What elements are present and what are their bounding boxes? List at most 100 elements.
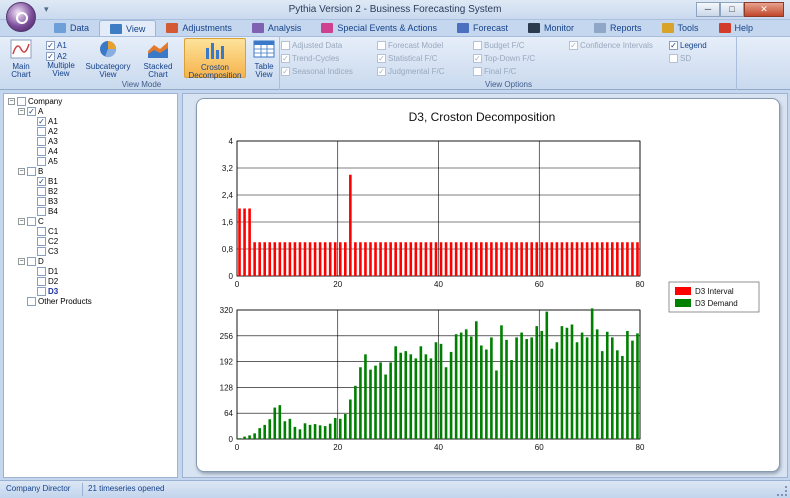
tab-data[interactable]: Data [44, 20, 99, 36]
tree-item-other-products[interactable]: Other Products [18, 296, 92, 306]
tab-view[interactable]: View [99, 20, 157, 36]
tree-item-a5[interactable]: A5 [28, 156, 58, 166]
collapse-icon[interactable]: − [18, 257, 25, 265]
tree-checkbox[interactable]: ✓ [37, 116, 46, 126]
multiple-view-check-a1[interactable]: ✓ A1 [46, 40, 67, 51]
checkbox-adjusted-data[interactable] [281, 41, 290, 50]
multiple-view-checkbox-a1[interactable]: ✓ [46, 41, 55, 50]
tree-checkbox[interactable] [37, 156, 46, 166]
option-statistical-f-c[interactable]: ✓ Statistical F/C [377, 53, 437, 64]
resize-grip-icon[interactable] [777, 486, 787, 496]
maximize-button[interactable]: □ [720, 2, 744, 17]
tab-help[interactable]: Help [709, 20, 764, 36]
option-final-f-c[interactable]: Final F/C [473, 66, 516, 77]
collapse-icon[interactable]: − [18, 167, 25, 175]
tree-checkbox[interactable] [17, 96, 26, 106]
option-adjusted-data[interactable]: Adjusted Data [281, 40, 342, 51]
checkbox-sd[interactable] [669, 54, 678, 63]
tree-item-d1[interactable]: D1 [28, 266, 58, 276]
multiple-view-checkbox-a2[interactable]: ✓ [46, 52, 55, 61]
tree-checkbox[interactable] [37, 206, 46, 216]
tree-checkbox[interactable] [27, 166, 36, 176]
tree-checkbox[interactable] [37, 236, 46, 246]
close-button[interactable]: ✕ [744, 2, 784, 17]
option-judgmental-f-c[interactable]: ✓ Judgmental F/C [377, 66, 444, 77]
tree-checkbox[interactable] [27, 256, 36, 266]
tab-reports[interactable]: Reports [584, 20, 652, 36]
tab-monitor[interactable]: Monitor [518, 20, 584, 36]
checkbox-budget-f-c[interactable] [473, 41, 482, 50]
tree-item-c3[interactable]: C3 [28, 246, 58, 256]
multiple-view-check-a2[interactable]: ✓ A2 [46, 51, 67, 62]
tree-item-company[interactable]: − Company [8, 96, 62, 106]
tree-checkbox[interactable] [37, 146, 46, 156]
tree-checkbox[interactable] [37, 226, 46, 236]
option-top-down-f-c[interactable]: ✓ Top-Down F/C [473, 53, 535, 64]
main-chart-button[interactable]: Main Chart [6, 38, 36, 79]
tree-checkbox[interactable] [27, 296, 36, 306]
tree-checkbox[interactable] [37, 136, 46, 146]
tree-item-a2[interactable]: A2 [28, 126, 58, 136]
multiple-view-button[interactable]: Multiple View [42, 62, 80, 78]
tree-item-d2[interactable]: D2 [28, 276, 58, 286]
tree-item-a4[interactable]: A4 [28, 146, 58, 156]
tree-checkbox[interactable] [27, 216, 36, 226]
tree-item-b3[interactable]: B3 [28, 196, 58, 206]
option-confidence-intervals[interactable]: ✓ Confidence Intervals [569, 40, 653, 51]
option-legend[interactable]: ✓ Legend [669, 40, 707, 51]
option-sd[interactable]: SD [669, 53, 691, 64]
tree-item-c[interactable]: − C [18, 216, 44, 226]
checkbox-statistical-f-c[interactable]: ✓ [377, 54, 386, 63]
option-budget-f-c[interactable]: Budget F/C [473, 40, 524, 51]
minimize-button[interactable]: ─ [696, 2, 720, 17]
tab-tools[interactable]: Tools [652, 20, 709, 36]
panel-splitter[interactable] [178, 93, 181, 478]
option-trend-cycles[interactable]: ✓ Trend-Cycles [281, 53, 339, 64]
subcategory-view-button[interactable]: Subcategory View [84, 38, 132, 79]
tree-item-c1[interactable]: C1 [28, 226, 58, 236]
tree-checkbox[interactable]: ✓ [37, 176, 46, 186]
checkbox-forecast-model[interactable] [377, 41, 386, 50]
checkbox-judgmental-f-c[interactable]: ✓ [377, 67, 386, 76]
tree-item-a3[interactable]: A3 [28, 136, 58, 146]
tree-item-b[interactable]: − B [18, 166, 43, 176]
option-seasonal-indices[interactable]: ✓ Seasonal Indices [281, 66, 353, 77]
quick-access-toolbar[interactable]: ▾ [44, 4, 49, 14]
collapse-icon[interactable]: − [8, 97, 15, 105]
checkbox-confidence-intervals[interactable]: ✓ [569, 41, 578, 50]
tree-item-a1[interactable]: ✓ A1 [28, 116, 58, 126]
stacked-chart-button[interactable]: Stacked Chart [138, 38, 178, 79]
table-view-button[interactable]: Table View [250, 38, 278, 79]
tree-item-d[interactable]: − D [18, 256, 44, 266]
checkbox-trend-cycles[interactable]: ✓ [281, 54, 290, 63]
collapse-icon[interactable]: − [18, 217, 25, 225]
application-menu-button[interactable] [6, 2, 36, 32]
tree-checkbox[interactable] [37, 266, 46, 276]
tree-item-d3[interactable]: D3 [28, 286, 58, 296]
tree-checkbox[interactable] [37, 276, 46, 286]
data-bar [273, 242, 277, 276]
collapse-icon[interactable]: − [18, 107, 25, 115]
tree-checkbox[interactable]: ✓ [27, 106, 36, 116]
croston-decomposition-button[interactable]: Croston Decomposition [184, 38, 246, 80]
checkbox-final-f-c[interactable] [473, 67, 482, 76]
option-forecast-model[interactable]: Forecast Model [377, 40, 443, 51]
tab-analysis[interactable]: Analysis [242, 20, 312, 36]
tree-checkbox[interactable] [37, 196, 46, 206]
checkbox-top-down-f-c[interactable]: ✓ [473, 54, 482, 63]
tree-checkbox[interactable] [37, 126, 46, 136]
tree-label: D2 [48, 276, 59, 286]
tree-checkbox[interactable] [37, 246, 46, 256]
tree-item-b4[interactable]: B4 [28, 206, 58, 216]
checkbox-legend[interactable]: ✓ [669, 41, 678, 50]
tree-item-a[interactable]: − ✓ A [18, 106, 43, 116]
tab-forecast[interactable]: Forecast [447, 20, 518, 36]
tab-adjustments[interactable]: Adjustments [156, 20, 242, 36]
checkbox-seasonal-indices[interactable]: ✓ [281, 67, 290, 76]
tree-checkbox[interactable] [37, 186, 46, 196]
tree-item-b1[interactable]: ✓ B1 [28, 176, 58, 186]
tree-item-c2[interactable]: C2 [28, 236, 58, 246]
tree-item-b2[interactable]: B2 [28, 186, 58, 196]
tree-checkbox[interactable] [37, 286, 46, 296]
tab-special-events-actions[interactable]: Special Events & Actions [311, 20, 447, 36]
